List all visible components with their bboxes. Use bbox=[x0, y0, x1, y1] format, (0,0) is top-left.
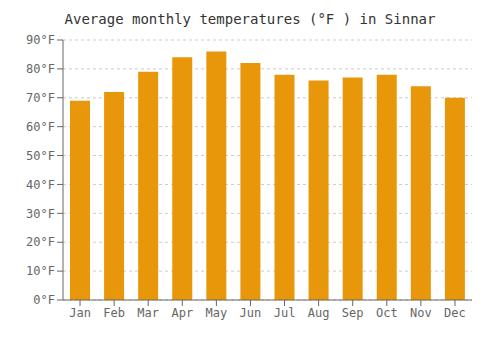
svg-text:80°F: 80°F bbox=[26, 62, 55, 76]
svg-text:Sep: Sep bbox=[342, 306, 364, 320]
svg-text:90°F: 90°F bbox=[26, 33, 55, 47]
svg-text:Aug: Aug bbox=[308, 306, 330, 320]
svg-text:Oct: Oct bbox=[376, 306, 398, 320]
svg-text:Apr: Apr bbox=[171, 306, 193, 320]
svg-text:Jul: Jul bbox=[274, 306, 296, 320]
svg-text:0°F: 0°F bbox=[33, 293, 55, 307]
svg-text:40°F: 40°F bbox=[26, 178, 55, 192]
svg-text:30°F: 30°F bbox=[26, 207, 55, 221]
svg-text:Mar: Mar bbox=[137, 306, 159, 320]
svg-text:May: May bbox=[206, 306, 228, 320]
svg-text:50°F: 50°F bbox=[26, 149, 55, 163]
svg-text:60°F: 60°F bbox=[26, 120, 55, 134]
svg-text:Feb: Feb bbox=[103, 306, 125, 320]
html-text:Average monthly temperatures (: Average monthly temperatures (°F ) in Si… bbox=[64, 11, 436, 27]
svg-text:Jan: Jan bbox=[69, 306, 91, 320]
svg-text:Dec: Dec bbox=[444, 306, 466, 320]
svg-text:70°F: 70°F bbox=[26, 91, 55, 105]
svg-text:Jun: Jun bbox=[240, 306, 262, 320]
svg-text:10°F: 10°F bbox=[26, 264, 55, 278]
svg-text:Nov: Nov bbox=[410, 306, 432, 320]
svg-text:20°F: 20°F bbox=[26, 235, 55, 249]
